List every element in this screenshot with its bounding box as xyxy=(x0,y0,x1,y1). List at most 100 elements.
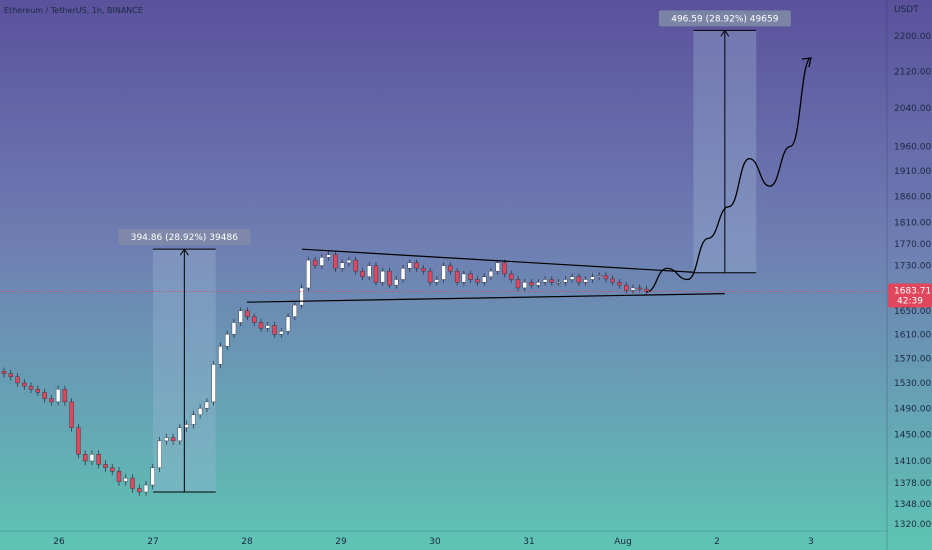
y-tick-label: 1490.00 xyxy=(894,404,931,414)
candle-body xyxy=(644,288,649,292)
y-tick-label: 1810.00 xyxy=(894,218,931,228)
candle-body xyxy=(143,484,149,493)
candle-body xyxy=(224,334,230,347)
candle-body xyxy=(8,373,13,377)
candle-body xyxy=(82,454,88,462)
candle-body xyxy=(576,276,582,283)
candle-body xyxy=(89,454,95,462)
candle-body xyxy=(1,370,7,374)
candle-body xyxy=(542,279,548,283)
candle-body xyxy=(15,376,20,384)
candle-body xyxy=(204,401,210,409)
candle-body xyxy=(184,424,189,428)
y-tick-label: 1320.00 xyxy=(894,520,931,530)
candle-body xyxy=(35,389,41,393)
candle-body xyxy=(563,279,568,283)
candle-body xyxy=(22,382,27,387)
candle-body xyxy=(502,262,507,275)
price-tag[interactable]: 1683.71 42:39 xyxy=(888,283,932,308)
y-tick-label: 1730.00 xyxy=(894,262,931,272)
x-tick-label: 30 xyxy=(429,537,441,547)
candle-body xyxy=(116,471,122,482)
candle-body xyxy=(400,268,406,280)
candle-body xyxy=(630,287,636,291)
candle-body xyxy=(170,437,176,442)
candle-body xyxy=(292,304,298,317)
candle-body xyxy=(610,278,615,283)
measure-label-bg xyxy=(658,10,791,27)
candle-body xyxy=(603,275,609,280)
symbol-title: Ethereum / TetherUS, 1h, BINANCE xyxy=(4,6,143,15)
candle-body xyxy=(407,262,412,269)
triangle-lower-line xyxy=(246,293,725,303)
candle-body xyxy=(495,262,500,272)
candle-body xyxy=(434,279,440,283)
y-tick-label: 1530.00 xyxy=(894,379,931,389)
candle-body xyxy=(245,310,250,317)
candle-body xyxy=(272,325,277,335)
candle-body xyxy=(218,346,223,365)
x-tick-label: 28 xyxy=(241,537,253,547)
candle-body xyxy=(333,254,338,269)
candle-body xyxy=(42,392,47,399)
y-tick-label: 2120.00 xyxy=(894,67,931,77)
price-tag-value: 1683.71 xyxy=(894,287,931,297)
y-tick-label: 1450.00 xyxy=(894,430,931,440)
x-tick-label: 26 xyxy=(53,537,65,547)
y-tick-label: 1910.00 xyxy=(894,167,931,177)
candle-body xyxy=(624,284,629,291)
candle-body xyxy=(590,276,595,280)
candle-body xyxy=(137,488,142,493)
drawings[interactable] xyxy=(246,57,812,303)
candle-body xyxy=(522,282,527,289)
candle-body xyxy=(319,257,325,266)
price-axis[interactable]: 1320.00 1348.00 1378.00 1410.00 1450.00 1490.… xyxy=(886,0,931,550)
candle-body xyxy=(28,385,34,390)
candle-body xyxy=(69,401,74,428)
candle-body xyxy=(339,262,345,269)
candle-body xyxy=(285,316,291,332)
candle-body xyxy=(211,364,216,403)
candle-body xyxy=(150,467,155,486)
candle-body xyxy=(515,279,521,289)
y-tick-label: 1650.00 xyxy=(894,307,931,317)
y-tick-label: 1960.00 xyxy=(894,142,931,152)
candle-body xyxy=(346,259,352,264)
candle-body xyxy=(76,427,81,455)
candle-body xyxy=(569,276,575,280)
candle-body xyxy=(637,287,642,290)
measure-arrow-head xyxy=(179,248,189,256)
candle-body xyxy=(326,254,331,258)
candle-body xyxy=(197,408,203,415)
candle-body xyxy=(441,265,446,280)
x-tick-label: 31 xyxy=(523,537,534,547)
y-tick-label: 2200.00 xyxy=(894,32,931,42)
candle-body xyxy=(96,454,101,465)
candle-body xyxy=(231,322,237,335)
projection-arrow-head xyxy=(801,57,812,68)
candle-body xyxy=(529,282,534,286)
candle-body xyxy=(596,275,602,277)
y-tick-label: 1610.00 xyxy=(894,330,931,340)
candle-body xyxy=(62,389,68,403)
candle-body xyxy=(238,310,243,323)
candles xyxy=(1,251,649,497)
candle-body xyxy=(164,437,169,442)
candle-body xyxy=(583,279,588,283)
measure-boxes[interactable]: 394.86 (28.92%) 39486 496.59 (28.92%) 496… xyxy=(118,10,791,493)
candle-body xyxy=(367,265,372,277)
time-axis[interactable]: 26 27 28 29 30 31 Aug 2 3 xyxy=(0,530,887,547)
y-tick-label: 2040.00 xyxy=(894,104,931,114)
candle-body xyxy=(103,464,108,468)
candle-body xyxy=(427,270,433,283)
x-tick-label: 3 xyxy=(808,537,814,547)
price-tag-bg xyxy=(888,283,932,308)
candle-body xyxy=(549,279,555,283)
candle-body xyxy=(617,282,622,286)
candle-body xyxy=(123,477,128,482)
x-tick-label: 2 xyxy=(714,537,720,547)
triangle-upper-line xyxy=(301,248,694,273)
y-tick-label: 1570.00 xyxy=(894,354,931,364)
candle-body xyxy=(536,282,541,286)
